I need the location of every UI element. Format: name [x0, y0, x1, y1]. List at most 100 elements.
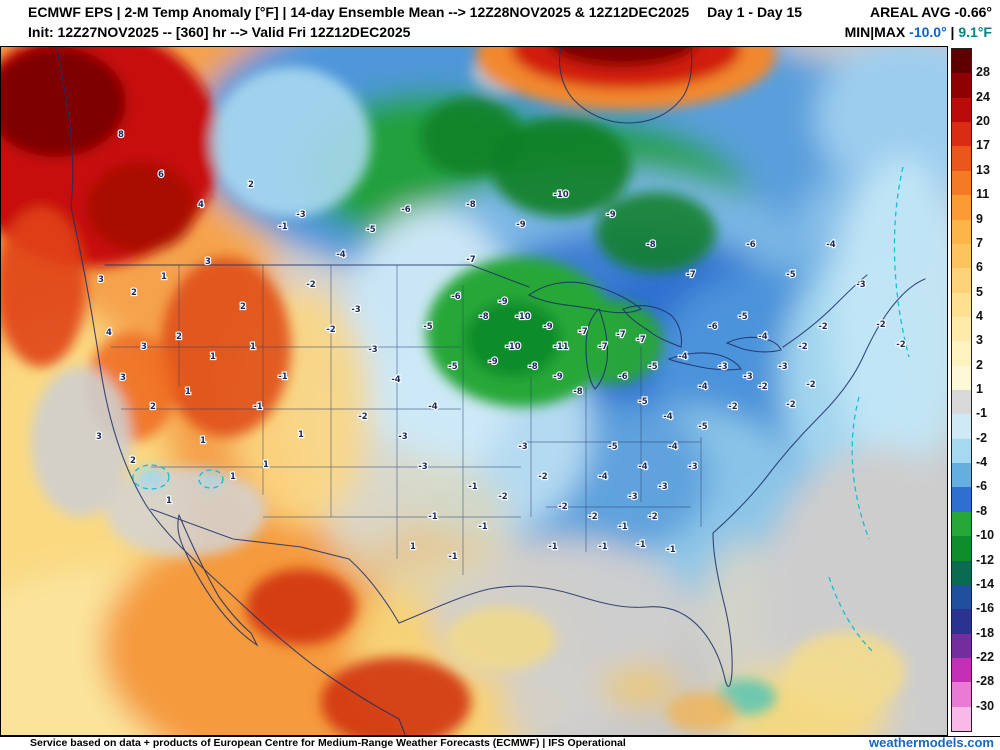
colorbar-label: -18	[976, 625, 995, 640]
anomaly-map-graphic: 321432321132111-1231-1118642-1-2-4-5-6-3…	[1, 47, 947, 735]
brand-link[interactable]: weathermodels.com	[869, 735, 994, 750]
colorbar-cell	[952, 292, 971, 317]
colorbar-cell	[952, 536, 971, 561]
station-value: 2	[248, 180, 254, 190]
station-value: -1	[428, 512, 438, 522]
station-value: -1	[666, 545, 676, 555]
lake-huron	[622, 305, 683, 348]
station-value: 1	[250, 342, 256, 352]
colorbar-cell	[952, 438, 971, 464]
station-value: 1	[166, 496, 172, 506]
colorbar-label: 4	[976, 308, 983, 323]
colorbar-label: 24	[976, 89, 990, 104]
station-value: -7	[578, 327, 588, 337]
station-value: 8	[118, 130, 124, 140]
colorbar-label: 9	[976, 211, 983, 226]
colorbar-cell	[952, 195, 971, 220]
colorbar-label: 2	[976, 357, 983, 372]
station-value: -9	[488, 357, 498, 367]
station-value: 3	[120, 373, 126, 383]
colorbar-label: 6	[976, 260, 983, 275]
station-value: -5	[366, 225, 376, 235]
station-value: 2	[131, 288, 137, 298]
hudson-bay	[558, 47, 693, 124]
station-value: -3	[718, 362, 728, 372]
station-value: -4	[663, 412, 673, 422]
station-value: -3	[368, 345, 378, 355]
station-value: -3	[418, 462, 428, 472]
station-value: -9	[543, 322, 553, 332]
station-value: -8	[528, 362, 538, 372]
lake-erie	[667, 352, 742, 371]
colorbar-cell	[952, 341, 971, 366]
colorbar-cell	[952, 49, 971, 74]
station-value: -1	[598, 542, 608, 552]
colorbar-cell	[952, 706, 971, 732]
colorbar-cell	[952, 73, 971, 98]
station-value: 2	[150, 402, 156, 412]
station-value: -3	[688, 462, 698, 472]
station-value: 1	[200, 436, 206, 446]
station-value: -2	[558, 502, 568, 512]
colorbar-cell	[952, 463, 971, 488]
anomaly-map: 3 2 1 4 3 2 3 2 1 1 3 2 1 1 1 -1 2 3 1 -1 1 1 8 6 4 2 -1 -2 -4 -5 -6 -3…	[0, 46, 948, 736]
minmax-readout: MIN|MAX -10.0° | 9.1°F	[845, 24, 992, 40]
state-borders	[111, 265, 702, 575]
station-value: -4	[598, 472, 608, 482]
station-value: -5	[648, 362, 658, 372]
station-value: 1	[161, 272, 167, 282]
colorbar: 28 24 20 17 13 11 9 7 6 5 4 3 2 1 -1 -2 -4 -6 -8 -10 -12 -14 -…	[948, 46, 1000, 736]
station-value: -5	[738, 312, 748, 322]
station-value: -10	[505, 342, 520, 352]
station-value: 3	[98, 275, 104, 285]
colorbar-cell	[952, 122, 971, 147]
station-value: -5	[786, 270, 796, 280]
colorbar-label: -16	[976, 601, 995, 616]
lake-superior	[527, 281, 642, 314]
station-value: -2	[896, 340, 906, 350]
station-value: -8	[466, 200, 476, 210]
station-value: -1	[636, 540, 646, 550]
coastline-borders	[55, 47, 926, 735]
station-value: -2	[648, 512, 658, 522]
station-value: -2	[876, 320, 886, 330]
station-value: -4	[826, 240, 836, 250]
station-value: 1	[185, 387, 191, 397]
minmax-label: MIN|MAX	[844, 24, 906, 40]
colorbar-label: 20	[976, 114, 990, 129]
colorbar-cell	[952, 316, 971, 342]
colorbar-label: -12	[976, 552, 995, 567]
station-value: -7	[636, 335, 646, 345]
station-value: -4	[428, 402, 438, 412]
station-value: -9	[516, 220, 526, 230]
station-value: -3	[296, 210, 306, 220]
colorbar-label: -4	[976, 455, 988, 470]
station-value: 3	[141, 342, 147, 352]
colorbar-cell	[952, 170, 971, 196]
station-value: -6	[618, 372, 628, 382]
colorbar-cell	[952, 268, 971, 293]
colorbar-cell	[952, 219, 971, 244]
station-value: -2	[498, 492, 508, 502]
colorbar-cell	[952, 243, 971, 269]
day-range: Day 1 - Day 15	[707, 4, 803, 20]
station-value: -5	[608, 442, 618, 452]
station-value: -2	[358, 412, 368, 422]
pacific-coast	[55, 47, 406, 735]
station-value: -10	[515, 312, 530, 322]
station-value: -3	[398, 432, 408, 442]
lake-ontario	[725, 336, 782, 353]
colorbar-label: -28	[976, 674, 995, 689]
station-value: -2	[806, 380, 816, 390]
colorbar-label: -6	[976, 479, 988, 494]
station-value: -6	[451, 292, 461, 302]
baja-peninsula	[177, 514, 259, 647]
colorbar-label: -10	[976, 528, 995, 543]
station-value: -1	[468, 482, 478, 492]
colorbar-cell	[952, 609, 971, 634]
station-value: -1	[278, 372, 288, 382]
attribution-text: Service based on data + products of Euro…	[30, 737, 626, 749]
station-value: 6	[158, 170, 164, 180]
station-value: -2	[588, 512, 598, 522]
